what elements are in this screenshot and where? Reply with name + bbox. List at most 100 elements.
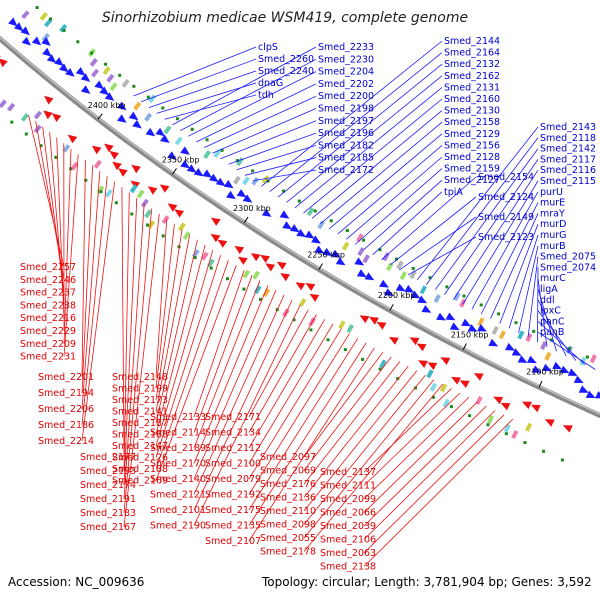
reverse-gene-arrow (91, 145, 102, 155)
forward-gene-arrow (364, 272, 375, 281)
minor-tick (362, 238, 366, 242)
reverse-gene-leader (248, 319, 326, 449)
forward-gene-label: Smed_2202 (318, 79, 374, 90)
forward-gene-leader (244, 157, 317, 176)
rna-feature-block (498, 330, 506, 340)
reverse-gene-arrow (167, 203, 178, 212)
reverse-gene-arrow (130, 180, 141, 190)
forward-gene-leader (444, 159, 539, 295)
reverse-gene-label: Smed_2206 (38, 404, 94, 415)
minor-tick (54, 155, 58, 159)
forward-gene-leader (328, 133, 443, 230)
rna-feature-block (91, 68, 100, 78)
reverse-gene-leader (303, 374, 426, 525)
reverse-gene-arrow (174, 209, 184, 218)
reverse-gene-arrow (265, 263, 276, 272)
reverse-gene-leader (303, 370, 418, 512)
feature-block (33, 124, 42, 134)
reverse-gene-label: Smed_2114 (150, 428, 206, 439)
reverse-gene-label: Smed_2174 (80, 480, 136, 491)
forward-gene-arrow (20, 26, 30, 36)
feature-block (70, 161, 79, 171)
reverse-gene-label: Smed_2186 (38, 420, 94, 431)
forward-gene-leader (527, 256, 539, 338)
feature-block (0, 99, 7, 109)
reverse-gene-leader (63, 154, 79, 357)
reverse-gene-arrow (210, 233, 221, 243)
scale-label: 2400 kbp (88, 101, 126, 110)
feature-block (7, 102, 16, 112)
minor-tick (282, 189, 286, 193)
rna-feature-block (409, 270, 417, 280)
forward-gene-arrow (215, 177, 226, 187)
minor-tick (10, 120, 14, 124)
forward-gene-label: Smed_2128 (444, 152, 500, 163)
reverse-gene-label: Smed_2170 (150, 459, 206, 470)
minor-tick (428, 276, 432, 280)
forward-gene-leader (354, 168, 443, 245)
forward-gene-leader (196, 83, 317, 143)
scale-tick (318, 263, 323, 270)
reverse-gene-label: Smed_2112 (205, 443, 261, 454)
forward-gene-label: Smed_2143 (540, 122, 596, 133)
minor-tick (99, 190, 103, 194)
reverse-gene-arrow (451, 376, 461, 385)
reverse-gene-label: Smed_2069 (260, 466, 316, 477)
minor-tick (205, 138, 209, 142)
forward-gene-arrow (132, 119, 142, 129)
forward-gene-arrow (445, 312, 456, 321)
forward-gene-leader (172, 46, 317, 126)
rna-feature-block (21, 10, 30, 19)
reverse-gene-arrow (238, 256, 248, 265)
reverse-gene-label: Smed_2136 (260, 493, 316, 504)
forward-gene-label: Smed_2144 (444, 36, 500, 47)
reverse-gene-arrow (427, 362, 438, 371)
forward-gene-leader (346, 156, 443, 240)
backbone-curve (0, 35, 600, 419)
forward-gene-leader (311, 110, 443, 219)
forward-gene-leader (303, 98, 443, 214)
minor-tick (532, 329, 536, 333)
forward-gene-label: Smed_2149 (478, 212, 534, 223)
reverse-gene-arrow (409, 337, 420, 346)
reverse-gene-label: Smed_2168 (112, 430, 168, 441)
reverse-gene-arrow (418, 360, 428, 368)
feature-block (136, 189, 145, 199)
rna-feature-block (39, 12, 48, 21)
forward-gene-arrow (128, 111, 139, 121)
forward-gene-label: Smed_2204 (318, 67, 374, 78)
reverse-gene-label: Smed_2177 (80, 452, 136, 463)
reverse-gene-arrow (309, 293, 320, 302)
forward-gene-label: Smed_2185 (318, 153, 374, 164)
feature-block (140, 198, 149, 208)
reverse-gene-leader (248, 328, 342, 480)
reverse-gene-label: Smed_2188 (112, 464, 168, 475)
reverse-gene-arrow (43, 110, 53, 120)
reverse-gene-label: Smed_2167 (80, 522, 136, 533)
reverse-gene-label: Smed_2135 (205, 521, 261, 532)
feature-block (440, 383, 448, 393)
forward-gene-arrow (289, 224, 300, 233)
forward-gene-leader (480, 202, 539, 315)
forward-gene-label: Smed_2127 (444, 175, 500, 186)
reverse-gene-label: Smed_2169 (112, 476, 168, 487)
reverse-gene-leader (49, 132, 65, 306)
feature-block (503, 423, 511, 433)
reverse-gene-label: Smed_2106 (320, 535, 376, 546)
forward-gene-arrow (467, 324, 478, 332)
forward-gene-arrow (552, 361, 562, 370)
forward-gene-label: Smed_2260 (258, 54, 314, 65)
minor-tick (345, 229, 349, 232)
feature-block (242, 269, 251, 279)
reverse-gene-arrow (104, 143, 114, 153)
reverse-gene-arrow (295, 282, 306, 291)
forward-gene-label: Smed_2115 (540, 176, 596, 187)
minor-tick (161, 106, 165, 110)
reverse-gene-leader (193, 275, 253, 433)
forward-gene-arrow (21, 36, 31, 46)
reverse-gene-leader (123, 208, 153, 514)
reverse-gene-leader (248, 323, 334, 464)
forward-gene-arrow (449, 322, 460, 331)
reverse-gene-leader (248, 338, 359, 511)
reverse-gene-arrow (522, 401, 532, 410)
